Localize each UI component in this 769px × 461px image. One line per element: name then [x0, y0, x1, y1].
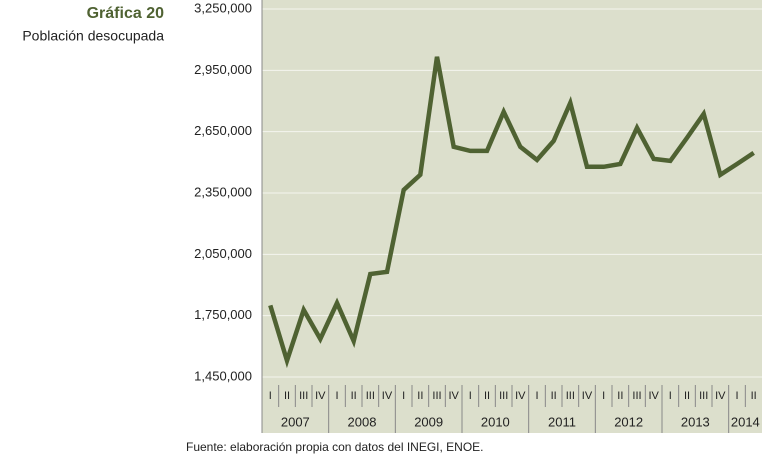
quarter-label: II	[684, 390, 690, 402]
quarter-label: I	[735, 390, 738, 402]
chart-subtitle: Población desocupada	[22, 28, 164, 44]
quarter-label: III	[432, 390, 441, 402]
year-label: 2013	[681, 414, 710, 429]
quarter-label: I	[469, 390, 472, 402]
chart-title: Gráfica 20	[87, 5, 164, 22]
y-tick-label: 1,750,000	[194, 307, 252, 322]
quarter-label: II	[484, 390, 490, 402]
year-label: 2010	[481, 414, 510, 429]
quarter-label: IV	[315, 390, 326, 402]
quarter-label: IV	[582, 390, 593, 402]
year-label: 2007	[281, 414, 310, 429]
year-label: 2008	[348, 414, 377, 429]
quarter-label: III	[632, 390, 641, 402]
quarter-label: IV	[448, 390, 459, 402]
y-tick-label: 2,350,000	[194, 184, 252, 199]
quarter-label: III	[299, 390, 308, 402]
y-tick-label: 1,450,000	[194, 368, 252, 383]
quarter-label: II	[751, 390, 757, 402]
quarter-label: IV	[382, 390, 393, 402]
plot-background	[262, 0, 762, 433]
quarter-label: I	[269, 390, 272, 402]
quarter-label: IV	[648, 390, 659, 402]
y-tick-label: 2,050,000	[194, 246, 252, 261]
quarter-label: II	[417, 390, 423, 402]
quarter-label: IV	[715, 390, 726, 402]
year-label: 2009	[414, 414, 443, 429]
y-tick-label: 3,250,000	[194, 0, 252, 15]
quarter-label: I	[602, 390, 605, 402]
quarter-label: IV	[515, 390, 526, 402]
quarter-label: III	[366, 390, 375, 402]
quarter-label: II	[351, 390, 357, 402]
quarter-label: I	[402, 390, 405, 402]
y-tick-label: 2,950,000	[194, 62, 252, 77]
quarter-label: II	[284, 390, 290, 402]
quarter-label: III	[499, 390, 508, 402]
quarter-label: I	[335, 390, 338, 402]
quarter-label: III	[699, 390, 708, 402]
y-tick-label: 2,650,000	[194, 123, 252, 138]
data-line	[268, 56, 755, 369]
quarter-label: II	[617, 390, 623, 402]
year-label: 2014	[731, 414, 760, 429]
quarter-label: I	[535, 390, 538, 402]
source-note: Fuente: elaboración propia con datos del…	[186, 440, 484, 454]
quarter-label: III	[566, 390, 575, 402]
quarter-label: II	[551, 390, 557, 402]
quarter-label: I	[669, 390, 672, 402]
year-label: 2011	[548, 414, 576, 429]
year-label: 2012	[614, 414, 643, 429]
